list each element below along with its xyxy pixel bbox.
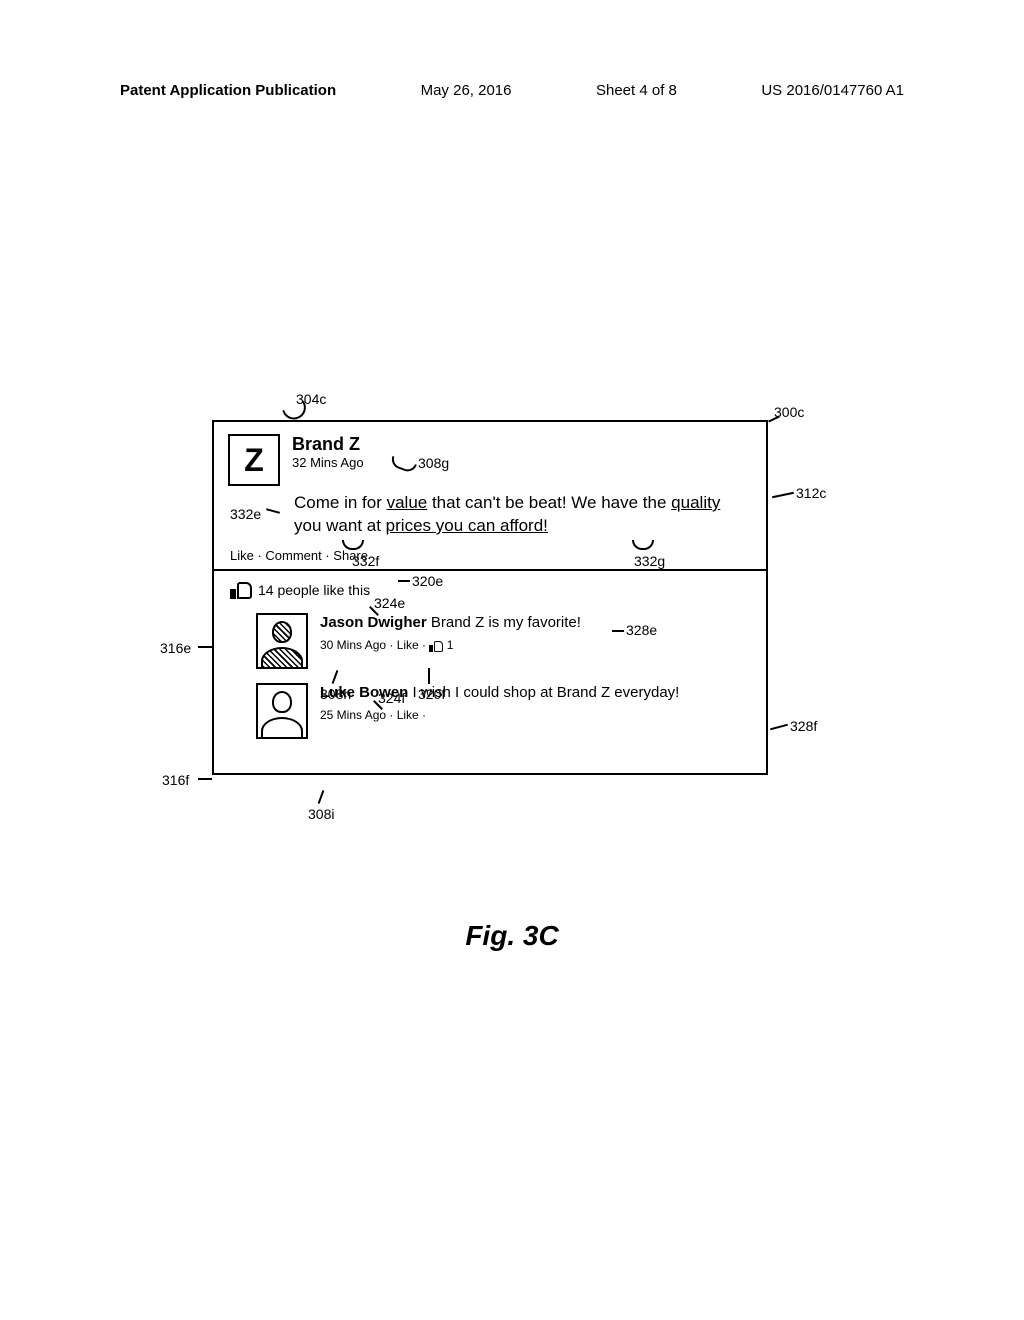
leader-line: [198, 646, 212, 648]
comment-text: Jason Dwigher Brand Z is my favorite! 30…: [320, 613, 581, 669]
brand-name: Brand Z: [292, 434, 364, 455]
thumbs-up-icon: [429, 639, 443, 652]
callout-312c: 312c: [796, 485, 826, 501]
leader-line: [772, 492, 794, 499]
callout-316e: 316e: [160, 640, 191, 656]
callout-320e: 320e: [412, 573, 443, 589]
leader-line: [318, 790, 325, 804]
callout-332f: 332f: [352, 553, 379, 569]
figure-caption: Fig. 3C: [0, 920, 1024, 952]
post-header: Z Brand Z 32 Mins Ago: [228, 434, 752, 486]
comment-row: Jason Dwigher Brand Z is my favorite! 30…: [228, 613, 752, 669]
post-body: Come in for value that can't be beat! We…: [228, 492, 752, 538]
comment-body: I wish I could shop at Brand Z everyday!: [408, 684, 679, 701]
social-post-panel: Z Brand Z 32 Mins Ago Come in for value …: [212, 420, 768, 775]
post-title-block: Brand Z 32 Mins Ago: [292, 434, 364, 470]
callout-328f: 328f: [790, 718, 817, 734]
callout-308h: 308h: [320, 686, 351, 702]
comment-body: Brand Z is my favorite!: [427, 614, 581, 631]
leader-line: [398, 580, 410, 582]
comment-row: Luke Bowen I wish I could shop at Brand …: [228, 683, 752, 739]
thumbs-up-icon: [230, 581, 250, 599]
sheet-number: Sheet 4 of 8: [596, 82, 677, 99]
brand-logo-letter: Z: [244, 442, 264, 479]
commenter-name: Jason Dwigher: [320, 614, 427, 631]
page-header: Patent Application Publication May 26, 2…: [0, 82, 1024, 99]
doc-number: US 2016/0147760 A1: [761, 82, 904, 99]
callout-324e: 324e: [374, 595, 405, 611]
publication-label: Patent Application Publication: [120, 82, 336, 99]
callout-320f: 320f: [418, 686, 445, 702]
callout-308i: 308i: [308, 806, 334, 822]
leader-line: [428, 668, 430, 684]
callout-328e: 328e: [626, 622, 657, 638]
callout-332g: 332g: [634, 553, 665, 569]
comment-meta: 25 Mins Ago · Like ·: [320, 707, 679, 723]
leader-line: [198, 778, 212, 780]
leader-line: [612, 630, 624, 632]
comment-text: Luke Bowen I wish I could shop at Brand …: [320, 683, 679, 739]
likes-row: 14 people like this: [228, 581, 752, 599]
callout-332e: 332e: [230, 506, 261, 522]
comment-meta: 30 Mins Ago · Like · 1: [320, 637, 581, 653]
keyword-quality: quality: [671, 493, 720, 512]
post-actions[interactable]: Like · Comment · Share: [228, 548, 752, 563]
keyword-prices: prices you can afford!: [386, 516, 548, 535]
publication-date: May 26, 2016: [421, 82, 512, 99]
avatar: [256, 683, 308, 739]
keyword-value: value: [387, 493, 428, 512]
callout-324f: 324f: [378, 690, 405, 706]
callout-316f: 316f: [162, 772, 189, 788]
avatar: [256, 613, 308, 669]
callout-308g: 308g: [418, 455, 449, 471]
likes-count-text: 14 people like this: [258, 582, 370, 598]
divider: [214, 569, 766, 571]
leader-line: [770, 724, 788, 731]
brand-logo: Z: [228, 434, 280, 486]
post-timestamp: 32 Mins Ago: [292, 455, 364, 470]
